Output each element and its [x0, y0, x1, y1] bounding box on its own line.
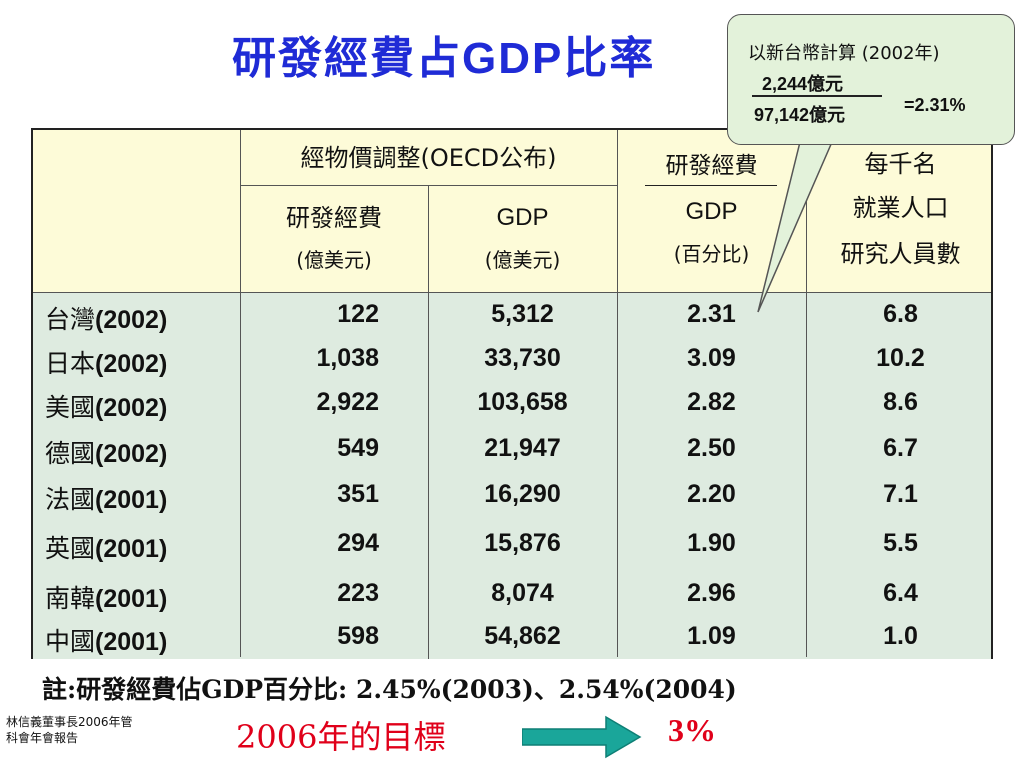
callout-box: 以新台幣計算 (2002年) 2,244億元 97,142億元 =2.31% [727, 14, 1015, 145]
goal-label: 2006年的目標 [236, 718, 446, 756]
country-name: 德國 [45, 439, 96, 468]
col-gdp-unit: (億美元) [484, 248, 561, 272]
rd-value-cell: 351 [337, 480, 379, 508]
title-prefix: 研發經費占 [232, 33, 462, 84]
goal-value: 3% [668, 712, 716, 748]
ratio-value-cell: 2.82 [687, 388, 736, 416]
researchers-value-cell: 7.1 [883, 480, 918, 508]
researchers-value-cell: 6.7 [883, 434, 918, 462]
source-line2: 科會年會報告 [6, 731, 79, 745]
researchers-value-cell: 5.5 [883, 529, 918, 557]
gdp-value-cell: 5,312 [491, 300, 554, 328]
ratio-value-cell: 2.20 [687, 480, 736, 508]
country-year: (2002) [95, 306, 168, 334]
country-name: 法國 [45, 485, 96, 514]
country-label: 中國(2001) [45, 622, 167, 658]
ratio-value-cell: 2.50 [687, 434, 736, 462]
col-researchers-line1: 每千名 [864, 150, 937, 178]
rd-value-cell: 1,038 [316, 344, 379, 372]
ratio-value-cell: 1.09 [687, 622, 736, 650]
header-bottom-line [33, 292, 991, 293]
rd-value-cell: 549 [337, 434, 379, 462]
country-year: (2002) [95, 394, 168, 422]
country-year: (2001) [95, 486, 168, 514]
country-label: 法國(2001) [45, 480, 167, 516]
rd-value-cell: 294 [337, 529, 379, 557]
source-footer: 林信義董事長2006年管 科會年會報告 [6, 714, 133, 746]
col-divider [806, 130, 807, 657]
col-divider [428, 185, 429, 659]
callout-result: =2.31% [904, 95, 966, 115]
fraction-bar [645, 185, 777, 186]
col-researchers-line3: 研究人員數 [840, 240, 961, 268]
col-ratio-numerator: 研發經費 [665, 153, 758, 179]
gdp-value-cell: 54,862 [484, 622, 561, 650]
researchers-value-cell: 6.8 [883, 300, 918, 328]
country-label: 英國(2001) [45, 529, 167, 565]
gdp-value-cell: 15,876 [484, 529, 561, 557]
rd-value-cell: 2,922 [316, 388, 379, 416]
country-name: 台灣 [45, 305, 96, 334]
researchers-value-cell: 1.0 [883, 622, 918, 650]
title-suffix: 比率 [563, 33, 656, 84]
col-ratio-unit: (百分比) [673, 242, 750, 266]
callout-numerator: 2,244億元 [762, 74, 844, 94]
country-name: 中國 [45, 627, 96, 656]
ratio-value-cell: 1.90 [687, 529, 736, 557]
country-label: 台灣(2002) [45, 300, 167, 336]
rd-gdp-table: 經物價調整(OECD公布) 研發經費 (億美元) GDP (億美元) 研發經費 … [31, 128, 993, 659]
country-label: 南韓(2001) [45, 579, 167, 615]
country-year: (2001) [95, 535, 168, 563]
gdp-value-cell: 8,074 [491, 579, 554, 607]
header-divider [240, 185, 617, 186]
page-title: 研發經費占GDP比率 [232, 22, 655, 86]
footnote: 註:研發經費佔GDP百分比: 2.45%(2003)、2.54%(2004) [42, 675, 737, 704]
callout-line1: 以新台幣計算 (2002年) [748, 43, 940, 64]
table-body-area [33, 293, 991, 659]
country-year: (2002) [95, 350, 168, 378]
rd-value-cell: 122 [337, 300, 379, 328]
gdp-value-cell: 103,658 [477, 388, 568, 416]
rd-value-cell: 598 [337, 622, 379, 650]
ratio-value-cell: 3.09 [687, 344, 736, 372]
country-year: (2002) [95, 440, 168, 468]
researchers-value-cell: 8.6 [883, 388, 918, 416]
callout-denominator: 97,142億元 [754, 105, 846, 125]
ratio-value-cell: 2.96 [687, 579, 736, 607]
col-rd-unit: (億美元) [296, 248, 372, 272]
country-name: 日本 [45, 349, 96, 378]
country-name: 南韓 [45, 584, 96, 613]
country-name: 英國 [45, 534, 96, 563]
col-ratio-denominator: GDP [685, 198, 738, 225]
source-line1: 林信義董事長2006年管 [6, 715, 133, 729]
right-arrow-icon [522, 715, 642, 759]
researchers-value-cell: 6.4 [883, 579, 918, 607]
country-year: (2001) [95, 628, 168, 656]
researchers-value-cell: 10.2 [876, 344, 925, 372]
country-label: 美國(2002) [45, 388, 167, 424]
rd-value-cell: 223 [337, 579, 379, 607]
gdp-value-cell: 33,730 [484, 344, 561, 372]
group-header: 經物價調整(OECD公布) [300, 144, 557, 172]
country-label: 日本(2002) [45, 344, 167, 380]
col-divider [617, 130, 618, 657]
col-researchers-line2: 就業人口 [852, 194, 949, 222]
gdp-value-cell: 21,947 [484, 434, 561, 462]
callout-fraction-bar [752, 95, 882, 97]
country-label: 德國(2002) [45, 434, 167, 470]
country-year: (2001) [95, 585, 168, 613]
title-latin: GDP [462, 34, 564, 83]
country-name: 美國 [45, 393, 96, 422]
col-rd-header: 研發經費 [286, 204, 382, 232]
gdp-value-cell: 16,290 [484, 480, 561, 508]
col-divider [240, 130, 241, 657]
ratio-value-cell: 2.31 [687, 300, 736, 328]
col-gdp-header: GDP [496, 204, 549, 231]
